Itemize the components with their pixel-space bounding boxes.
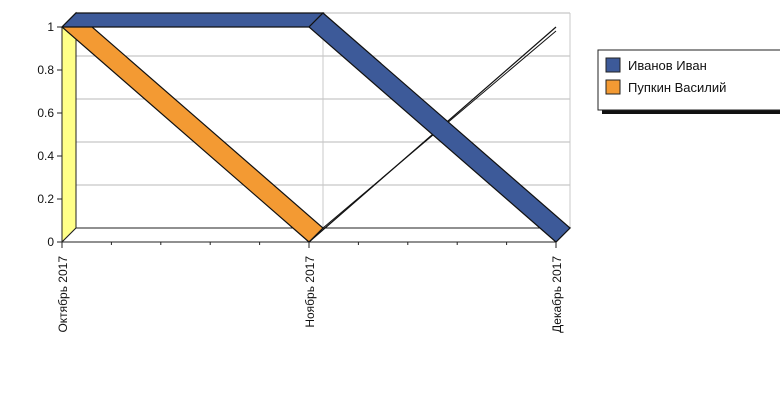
gridlines — [75, 12, 571, 229]
y-tick-label: 0.2 — [37, 192, 54, 206]
legend-label: Иванов Иван — [628, 58, 707, 73]
legend-swatch — [605, 79, 621, 95]
legend-label: Пупкин Василий — [628, 80, 726, 95]
plot-frame — [60, 11, 572, 244]
series-ivanov — [60, 12, 571, 243]
legend-swatch — [605, 57, 621, 73]
legend: Иванов Иван Пупкин Василий — [597, 49, 780, 114]
legend-box — [597, 49, 780, 111]
series-segment — [308, 12, 571, 243]
series-pupkin — [61, 12, 557, 243]
axes: 0 0.2 0.4 0.6 0.8 1 Октябрь 2017 Ноябрь 2017 Дек… — [37, 20, 564, 333]
y-tick-label: 0 — [47, 235, 54, 249]
x-tick-label: Ноябрь 2017 — [303, 256, 317, 328]
series-segment — [60, 12, 325, 28]
x-tick-label: Декабрь 2017 — [550, 256, 564, 333]
y-tick-label: 1 — [47, 20, 54, 34]
side-wall — [61, 11, 77, 244]
series-segment — [61, 12, 324, 243]
x-tick-label: Октябрь 2017 — [56, 256, 70, 333]
series — [60, 12, 571, 243]
y-tick-label: 0.6 — [37, 106, 54, 120]
y-tick-label: 0.4 — [37, 149, 54, 163]
y-tick-label: 0.8 — [37, 63, 54, 77]
